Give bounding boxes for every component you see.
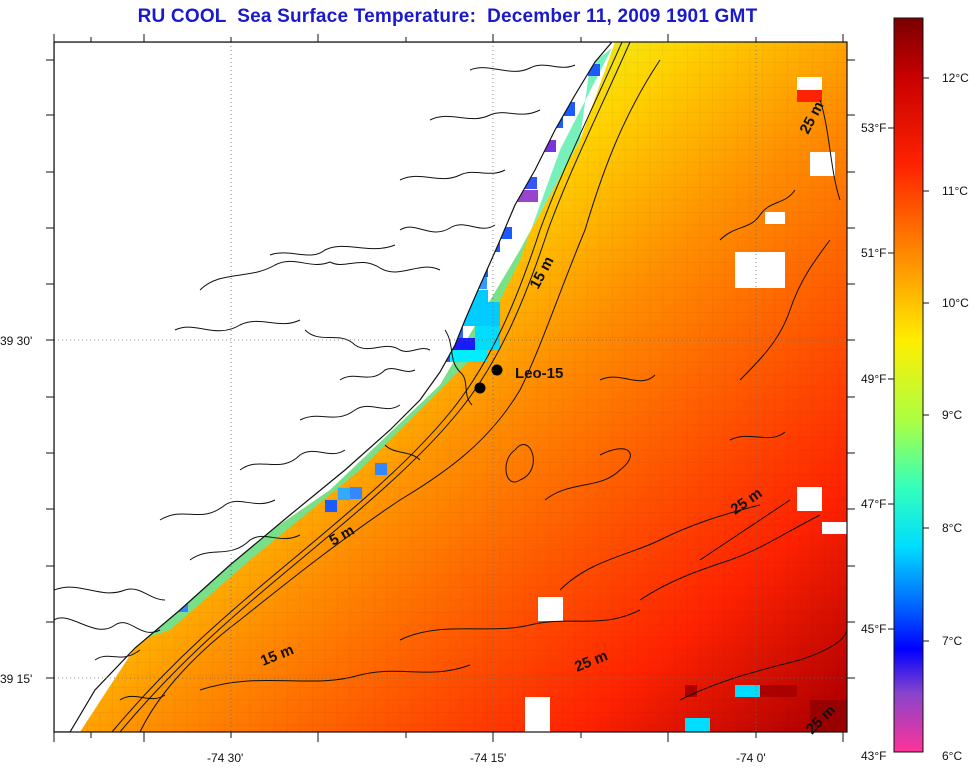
fahrenheit-label: 51°F bbox=[861, 246, 886, 260]
fahrenheit-label: 47°F bbox=[861, 497, 886, 511]
celsius-label: 7°C bbox=[942, 634, 962, 648]
lat-label: 39 15' bbox=[0, 672, 32, 686]
lon-label: -74 0' bbox=[736, 751, 766, 765]
bathymetry-contours bbox=[111, 42, 847, 732]
leo-15-station bbox=[474, 364, 503, 394]
fahrenheit-label: 53°F bbox=[861, 121, 886, 135]
colorbar-scale bbox=[893, 17, 924, 753]
station-marker bbox=[474, 382, 486, 394]
celsius-label: 8°C bbox=[942, 521, 962, 535]
station-marker bbox=[491, 364, 503, 376]
celsius-label: 6°C bbox=[942, 749, 962, 763]
fahrenheit-label: 43°F bbox=[861, 749, 886, 763]
celsius-label: 11°C bbox=[942, 184, 968, 198]
lon-label: -74 30' bbox=[207, 751, 243, 765]
no-data-pixels bbox=[525, 77, 847, 732]
map-title: RU COOL Sea Surface Temperature: Decembe… bbox=[137, 6, 758, 27]
celsius-label: 12°C bbox=[942, 71, 969, 85]
map-border bbox=[53, 41, 848, 733]
grid-lines bbox=[54, 42, 847, 732]
celsius-label: 10°C bbox=[942, 296, 969, 310]
lat-label: 39 30' bbox=[0, 334, 32, 348]
lon-label: -74 15' bbox=[470, 751, 506, 765]
tick-marks bbox=[46, 34, 855, 742]
map-frame bbox=[54, 42, 847, 732]
celsius-label: 9°C bbox=[942, 408, 962, 422]
fahrenheit-label: 49°F bbox=[861, 372, 886, 386]
colorbar: 12°C 11°C 10°C 9°C 8°C 7°C 6°C 53°F 51°F… bbox=[861, 17, 969, 763]
land-mass bbox=[54, 42, 613, 732]
station-label: Leo-15 bbox=[515, 365, 563, 382]
fahrenheit-label: 45°F bbox=[861, 622, 886, 636]
